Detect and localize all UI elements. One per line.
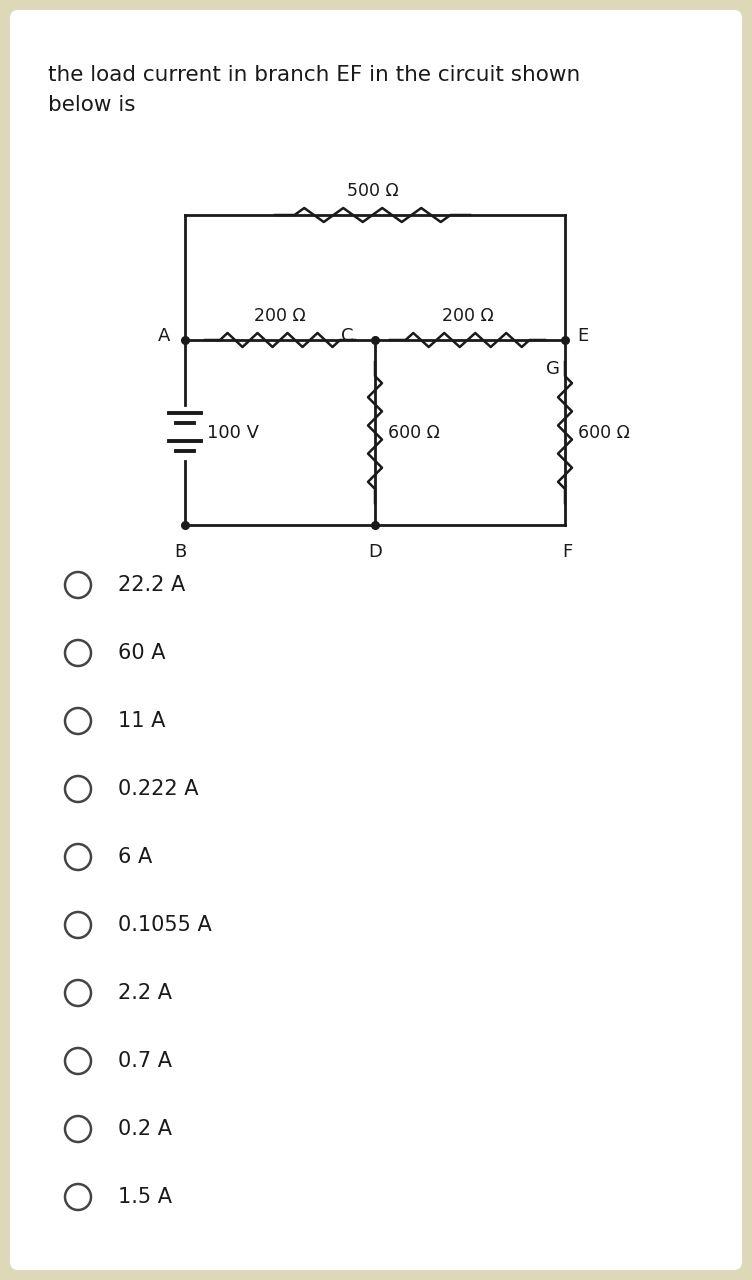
Text: 0.2 A: 0.2 A — [118, 1119, 172, 1139]
Text: 200 Ω: 200 Ω — [254, 307, 306, 325]
Text: 600 Ω: 600 Ω — [578, 424, 630, 442]
Text: A: A — [158, 326, 170, 346]
Text: 0.222 A: 0.222 A — [118, 780, 199, 799]
Text: 0.7 A: 0.7 A — [118, 1051, 172, 1071]
Text: 22.2 A: 22.2 A — [118, 575, 185, 595]
Text: D: D — [368, 543, 382, 561]
Text: 11 A: 11 A — [118, 710, 165, 731]
Text: 2.2 A: 2.2 A — [118, 983, 172, 1004]
Text: 500 Ω: 500 Ω — [347, 182, 399, 200]
Text: below is: below is — [48, 95, 135, 115]
Text: E: E — [577, 326, 588, 346]
Text: the load current in branch EF in the circuit shown: the load current in branch EF in the cir… — [48, 65, 581, 84]
Text: 1.5 A: 1.5 A — [118, 1187, 172, 1207]
Text: F: F — [562, 543, 572, 561]
FancyBboxPatch shape — [10, 10, 742, 1270]
Text: 60 A: 60 A — [118, 643, 165, 663]
Text: 100 V: 100 V — [207, 424, 259, 442]
Text: G: G — [546, 360, 560, 378]
Text: 6 A: 6 A — [118, 847, 152, 867]
Text: 200 Ω: 200 Ω — [441, 307, 493, 325]
Text: C: C — [341, 326, 353, 346]
Text: 600 Ω: 600 Ω — [388, 424, 440, 442]
Text: 0.1055 A: 0.1055 A — [118, 915, 212, 934]
Text: B: B — [174, 543, 186, 561]
